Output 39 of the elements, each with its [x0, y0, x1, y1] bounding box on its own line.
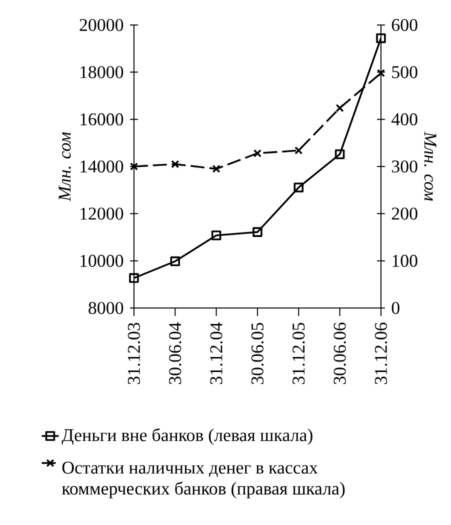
- x-tick-label: 31.12.04: [210, 322, 222, 384]
- x-tick-label: 30.06.05: [251, 322, 264, 384]
- point: [130, 162, 138, 171]
- y-tick-label: 14000: [80, 160, 124, 173]
- point: [294, 146, 303, 155]
- point: [376, 33, 386, 44]
- y-tick-label: 10000: [80, 254, 124, 267]
- y2-tick-label: 0: [392, 302, 400, 314]
- x-tick-label: 31.12.05: [292, 322, 305, 384]
- legend-label: Деньги вне банков (левая шкала): [62, 428, 312, 445]
- x-tick-label: 31.12.03: [128, 322, 140, 384]
- legend-label: Остатки наличных денег в кассах коммерческих банков (правая шкала): [62, 462, 345, 498]
- point: [212, 164, 220, 173]
- point: [171, 160, 180, 168]
- y2-axis-title: Млн. сом: [424, 132, 436, 201]
- y-tick-label: 8000: [88, 302, 124, 314]
- point: [376, 69, 386, 78]
- y-tick-label: 18000: [80, 66, 124, 78]
- y2-tick-label: 600: [392, 18, 418, 32]
- x-tick-label: 30.06.06: [334, 322, 346, 384]
- point: [294, 182, 304, 192]
- y2-tick-label: 200: [392, 208, 418, 220]
- y2-tick-label: 100: [392, 254, 418, 267]
- x-tick-label: 31.12.06: [374, 322, 388, 384]
- y-tick-label: 12000: [80, 208, 124, 220]
- point: [336, 104, 344, 112]
- point: [170, 256, 180, 266]
- y2-tick-label: 500: [392, 66, 418, 78]
- point: [334, 149, 345, 160]
- point: [129, 273, 139, 283]
- y2-tick-label: 300: [392, 160, 418, 173]
- y-tick-label: 20000: [80, 18, 124, 32]
- point: [211, 230, 222, 240]
- y2-tick-label: 400: [391, 113, 418, 126]
- point: [253, 149, 262, 158]
- x-tick-label: 30.06.04: [169, 322, 182, 384]
- y-tick-label: 16000: [80, 113, 124, 126]
- y-axis-title: Млн. сом: [58, 132, 71, 202]
- point: [252, 227, 262, 237]
